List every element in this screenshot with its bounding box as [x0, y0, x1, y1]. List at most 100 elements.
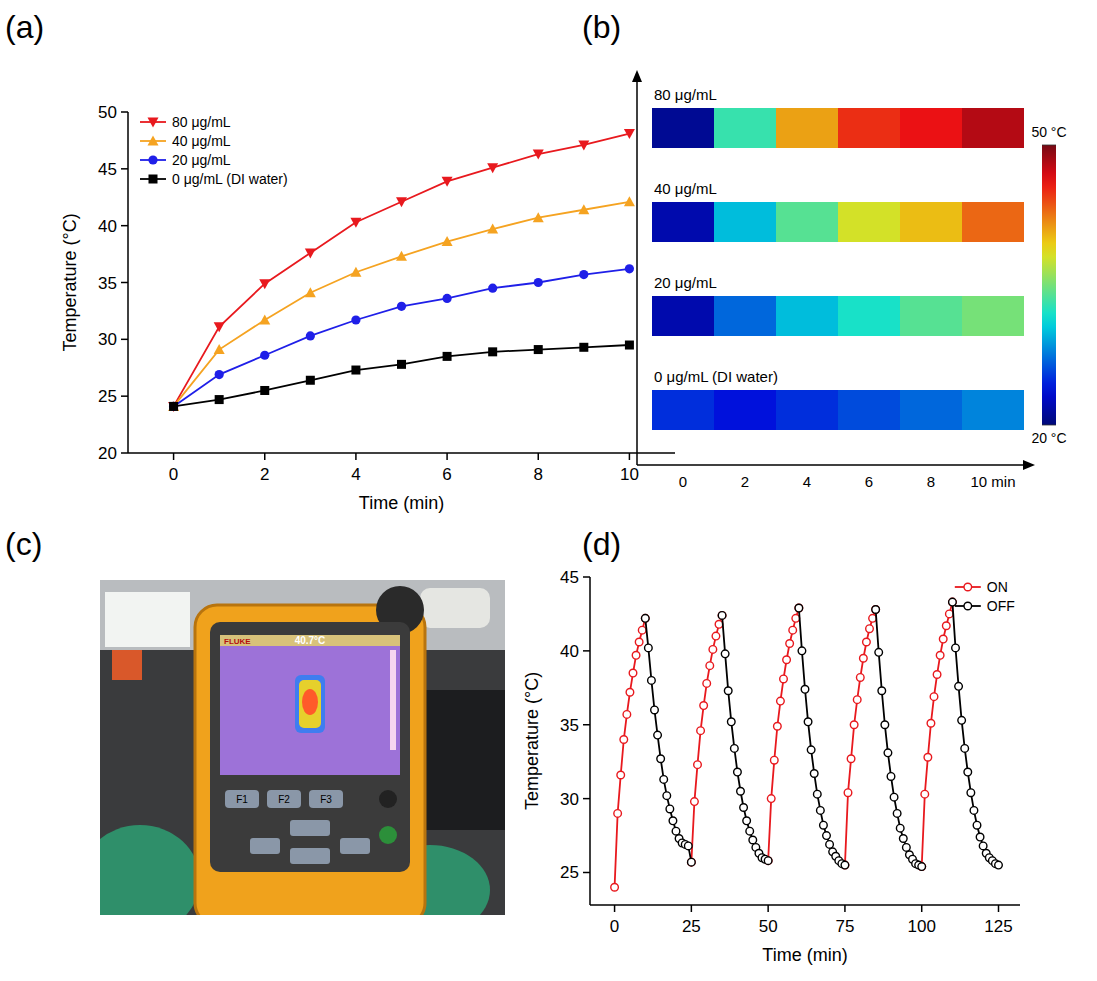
data-point [967, 789, 975, 797]
data-point [397, 302, 406, 311]
data-point [958, 717, 966, 725]
button-label: F3 [320, 794, 332, 805]
data-point [841, 861, 849, 869]
panel-letter: (b) [582, 9, 621, 45]
legend-label: 0 μg/mL (DI water) [172, 171, 288, 187]
heat-cell [962, 296, 1024, 336]
data-point [579, 270, 588, 279]
data-point [936, 652, 944, 660]
colorbar-label: 50 °C [1031, 124, 1066, 140]
data-point [777, 697, 785, 705]
data-point [807, 746, 815, 754]
heat-cell [776, 202, 838, 242]
data-point [533, 212, 544, 222]
y-tick [121, 282, 128, 284]
data-point [534, 345, 543, 354]
row-label: 80 μg/mL [654, 86, 717, 103]
data-point [767, 795, 775, 803]
data-point [961, 745, 969, 753]
y-tick-label: 50 [98, 103, 117, 122]
legend: 80 μg/mL40 μg/mL20 μg/mL0 μg/mL (DI wate… [140, 114, 288, 187]
data-point [626, 688, 634, 696]
data-point [625, 341, 634, 350]
data-point [214, 344, 225, 354]
y-tick [583, 798, 590, 800]
data-point [709, 646, 717, 654]
button [340, 838, 370, 854]
y-tick [121, 225, 128, 227]
x-tick-label: 10 [620, 465, 639, 484]
data-point [850, 721, 858, 729]
row-label: 20 μg/mL [654, 274, 717, 291]
series-line [174, 202, 630, 407]
data-point [792, 615, 800, 623]
series-line [174, 345, 630, 406]
legend-label: ON [987, 579, 1008, 595]
data-point [306, 376, 315, 385]
data-point [669, 817, 677, 825]
brand-label: FLUKE [224, 637, 251, 646]
data-point [396, 197, 407, 207]
x-tick [355, 453, 357, 460]
x-tick [767, 905, 769, 912]
data-point [660, 776, 668, 784]
legend-marker [148, 118, 159, 128]
data-point [488, 284, 497, 293]
data-point [903, 844, 911, 852]
panel-letter: (d) [582, 526, 621, 562]
data-point [786, 640, 794, 648]
hot-object [299, 680, 321, 728]
data-point [749, 836, 757, 844]
data-point [718, 612, 726, 620]
y-tick-label: 45 [560, 568, 579, 587]
heat-cell [838, 296, 900, 336]
heat-cell [962, 390, 1024, 430]
x-tick [538, 453, 540, 460]
legend: ONOFF [955, 579, 1015, 614]
y-axis-title: Temperature (°C) [522, 672, 542, 810]
column-label: 2 [741, 473, 749, 490]
y-tick [121, 395, 128, 397]
panel-letter: (a) [5, 9, 44, 45]
data-point [672, 827, 680, 835]
screen [220, 635, 400, 775]
data-point [169, 402, 178, 411]
y-tick-label: 20 [98, 444, 117, 463]
data-point [949, 598, 957, 606]
data-point [930, 693, 938, 701]
legend-marker [148, 155, 157, 164]
data-point [632, 652, 640, 660]
data-point [893, 810, 901, 818]
heat-cell [714, 108, 776, 148]
data-point [918, 863, 926, 871]
heat-cell [652, 390, 714, 430]
data-point [657, 755, 665, 763]
data-point [724, 687, 732, 695]
y-tick [121, 168, 128, 170]
data-point [798, 647, 806, 655]
data-point [691, 798, 699, 806]
data-point [795, 604, 803, 612]
data-point [820, 821, 828, 829]
y-tick [121, 452, 128, 454]
data-point [970, 807, 978, 815]
heat-cell [714, 202, 776, 242]
colorbar [1042, 145, 1056, 425]
data-point [351, 315, 360, 324]
data-point [396, 251, 407, 261]
bottle [420, 588, 490, 628]
data-point [648, 677, 656, 685]
x-tick-label: 0 [169, 465, 178, 484]
colorbar-tick [1042, 425, 1056, 426]
data-point [259, 315, 270, 325]
data-point [663, 792, 671, 800]
data-point [896, 824, 904, 832]
series-line [615, 602, 953, 887]
data-point [443, 352, 452, 361]
y-tick-label: 25 [98, 387, 117, 406]
data-point [973, 821, 981, 829]
column-label: 8 [927, 473, 935, 490]
y-tick-label: 25 [560, 863, 579, 882]
heat-cell [714, 390, 776, 430]
data-point [641, 615, 649, 623]
